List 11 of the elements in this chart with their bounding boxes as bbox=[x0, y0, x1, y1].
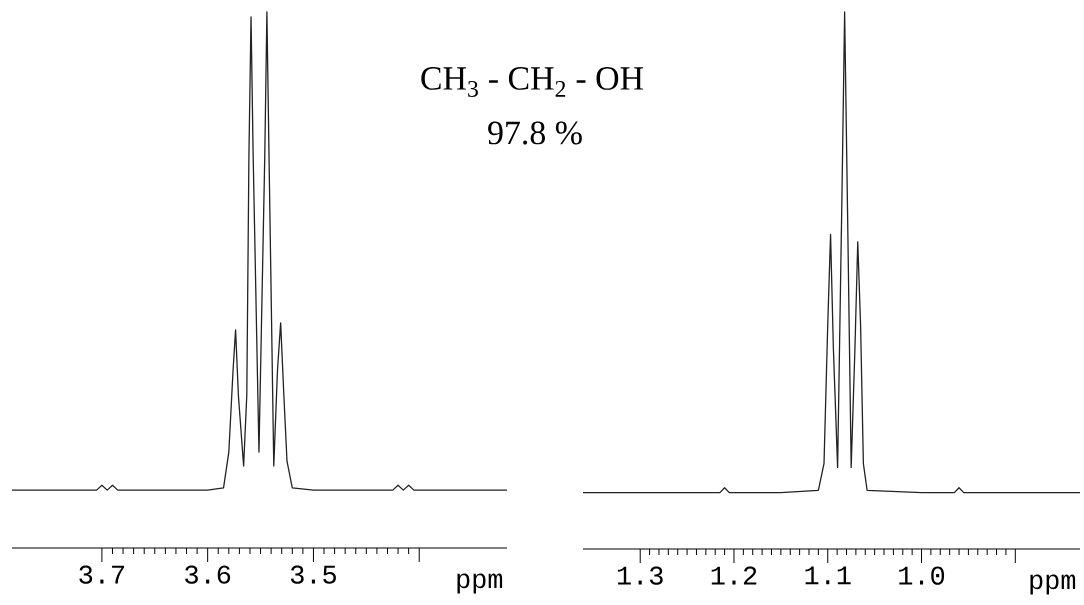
text: CH$_{3}$ - CH$_{2}$ - OH bbox=[421, 67, 644, 97]
x-tick-label: 3.5 bbox=[290, 565, 336, 584]
x-tick-label: 1.2 bbox=[711, 566, 757, 585]
x-tick-label: 3.7 bbox=[79, 565, 125, 584]
x-tick-label: 1.1 bbox=[805, 566, 851, 585]
x-axis-title: ppm bbox=[457, 573, 503, 594]
x-tick-label: 1.3 bbox=[617, 566, 663, 585]
x-axis-title: ppm bbox=[1030, 574, 1076, 595]
x-tick-label: 1.0 bbox=[899, 566, 945, 585]
text: 97.8 % bbox=[488, 121, 582, 145]
x-tick-label: 3.6 bbox=[185, 565, 231, 584]
